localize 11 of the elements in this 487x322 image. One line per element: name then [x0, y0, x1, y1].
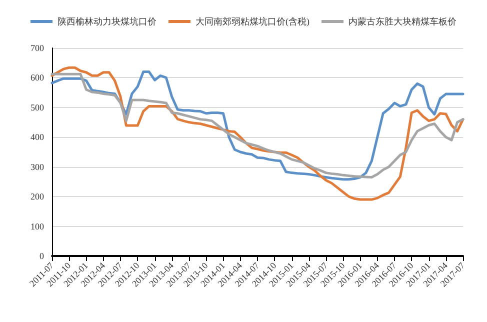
y-tick-label: 400 — [30, 132, 44, 142]
y-tick-label: 700 — [30, 43, 44, 53]
legend-label: 内蒙古东胜大块精煤车板价 — [348, 16, 456, 26]
legend-label: 大同南郊弱粘煤坑口价(含税) — [196, 16, 310, 26]
y-tick-label: 600 — [30, 72, 44, 83]
y-tick-label: 100 — [30, 221, 44, 232]
y-tick-label: 300 — [30, 162, 44, 172]
legend-label: 陕西榆林动力块煤坑口价 — [58, 16, 157, 26]
y-tick-label: 0 — [40, 251, 44, 261]
y-tick-label: 500 — [30, 102, 44, 112]
y-tick-label: 200 — [30, 192, 44, 202]
